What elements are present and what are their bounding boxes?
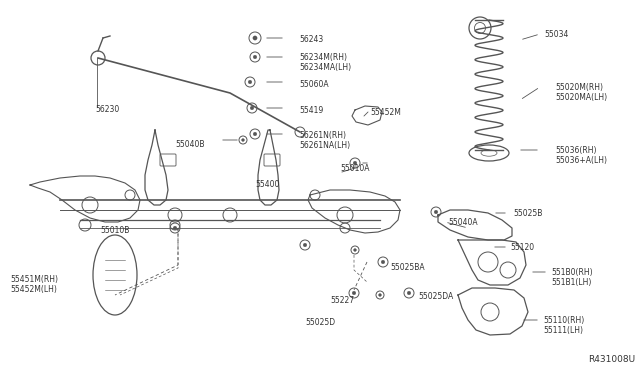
Circle shape	[253, 132, 257, 136]
Circle shape	[303, 243, 307, 247]
Text: 55025BA: 55025BA	[390, 263, 424, 272]
Text: 55419: 55419	[299, 106, 323, 115]
Text: 55451M(RH)
55452M(LH): 55451M(RH) 55452M(LH)	[10, 275, 58, 294]
Circle shape	[253, 36, 257, 40]
Text: 55025B: 55025B	[513, 209, 542, 218]
Text: 55110(RH)
55111(LH): 55110(RH) 55111(LH)	[543, 316, 584, 336]
Circle shape	[250, 106, 253, 110]
Circle shape	[354, 248, 356, 251]
Circle shape	[407, 291, 411, 295]
Text: 55400: 55400	[255, 180, 280, 189]
Text: 55060A: 55060A	[299, 80, 328, 89]
Text: R431008U: R431008U	[588, 355, 635, 364]
Text: 55010B: 55010B	[100, 226, 129, 235]
Text: 55040A: 55040A	[448, 218, 477, 227]
Circle shape	[253, 55, 257, 59]
Text: 56230: 56230	[95, 105, 119, 114]
Circle shape	[435, 210, 438, 214]
Circle shape	[379, 294, 381, 296]
Text: 55020M(RH)
55020MA(LH): 55020M(RH) 55020MA(LH)	[555, 83, 607, 102]
Circle shape	[381, 260, 385, 264]
Text: 56234M(RH)
56234MA(LH): 56234M(RH) 56234MA(LH)	[299, 53, 351, 73]
Text: 55040B: 55040B	[175, 140, 205, 149]
Text: 55036(RH)
55036+A(LH): 55036(RH) 55036+A(LH)	[555, 146, 607, 166]
Circle shape	[173, 226, 177, 230]
Text: 55025D: 55025D	[305, 318, 335, 327]
Text: 55227: 55227	[330, 296, 354, 305]
Text: 55010A: 55010A	[340, 164, 369, 173]
Text: 55452M: 55452M	[370, 108, 401, 117]
Text: 55025DA: 55025DA	[418, 292, 453, 301]
Text: 55034: 55034	[544, 30, 568, 39]
Text: 551B0(RH)
551B1(LH): 551B0(RH) 551B1(LH)	[551, 268, 593, 288]
Circle shape	[352, 291, 356, 295]
Circle shape	[248, 80, 252, 84]
Circle shape	[242, 139, 244, 141]
Text: 56261N(RH)
56261NA(LH): 56261N(RH) 56261NA(LH)	[299, 131, 350, 150]
Text: 56243: 56243	[299, 35, 323, 44]
Text: 55120: 55120	[510, 243, 534, 252]
Circle shape	[353, 161, 356, 165]
